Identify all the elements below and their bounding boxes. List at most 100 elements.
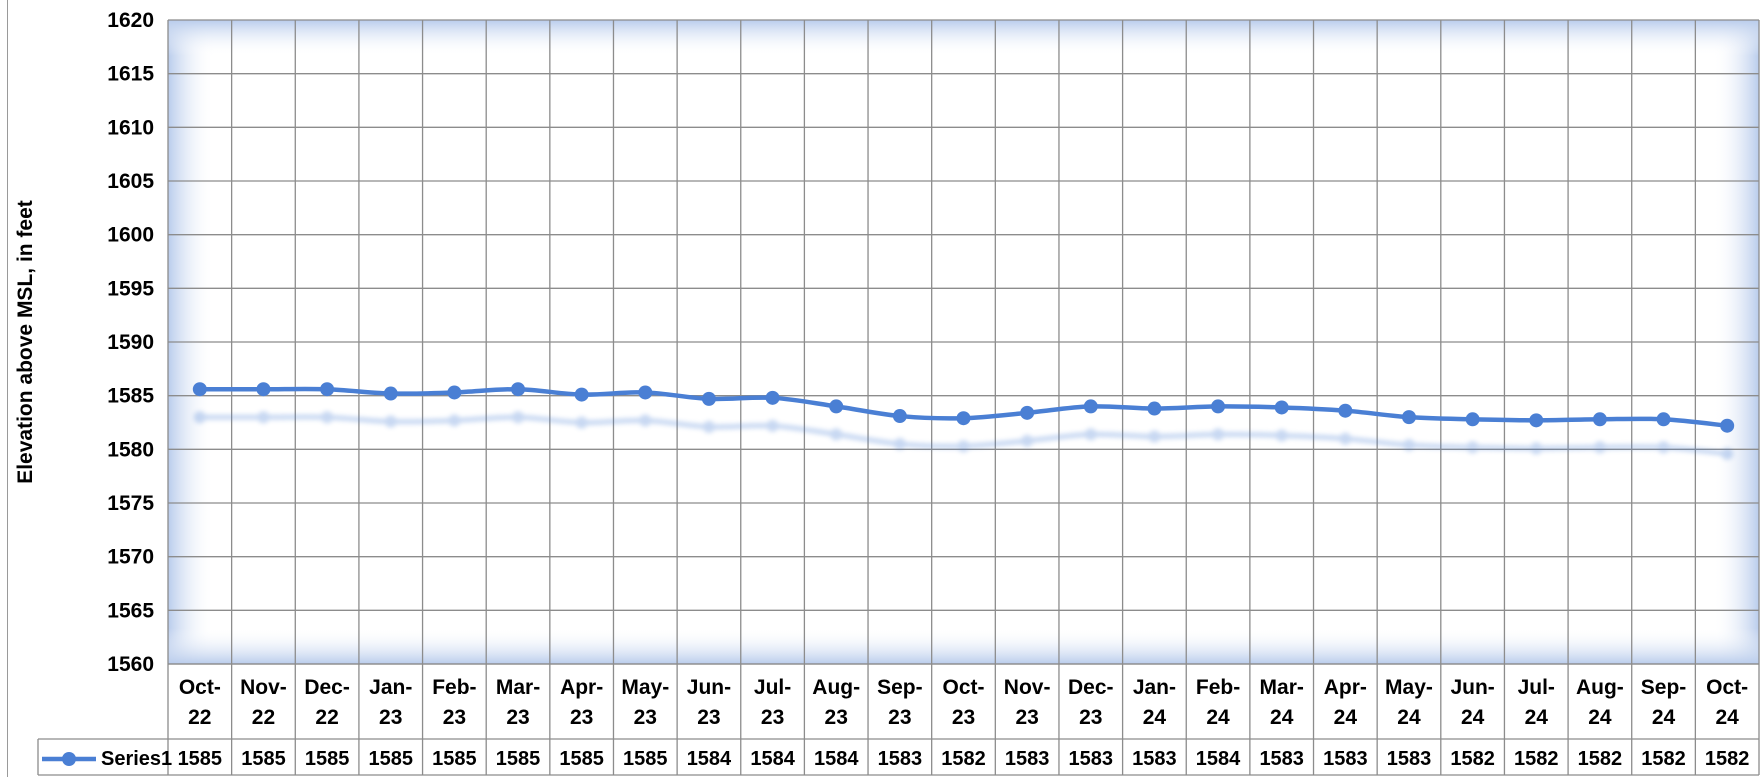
- x-tick-label: 24: [1461, 706, 1485, 729]
- x-tick-label: May-: [621, 676, 669, 699]
- x-tick-label: Aug-: [812, 676, 860, 699]
- y-tick-label: 1610: [107, 116, 154, 139]
- x-tick-label: Oct-: [943, 676, 985, 699]
- x-tick-label: 23: [825, 706, 848, 729]
- series-shadow-point: [448, 414, 461, 427]
- series-shadow-point: [257, 411, 270, 424]
- x-tick-label: 23: [888, 706, 911, 729]
- y-tick-label: 1600: [107, 224, 154, 247]
- x-tick-label: Dec-: [304, 676, 350, 699]
- data-point: [1592, 412, 1607, 427]
- x-tick-label: Mar-: [496, 676, 540, 699]
- series-shadow-point: [1084, 428, 1097, 441]
- data-point: [1529, 413, 1544, 428]
- data-point: [1211, 399, 1226, 414]
- table-value: 1584: [750, 748, 795, 770]
- table-value: 1583: [1323, 748, 1368, 770]
- table-value: 1582: [1578, 748, 1623, 770]
- gridlines: [167, 19, 1760, 775]
- x-tick-label: 23: [634, 706, 657, 729]
- y-tick-label: 1585: [107, 385, 154, 408]
- x-tick-label: 23: [1015, 706, 1038, 729]
- y-axis-title: Elevation above MSL, in feet: [14, 200, 37, 484]
- data-point: [1401, 410, 1416, 425]
- data-point: [1274, 400, 1289, 415]
- series-shadow-point: [384, 415, 397, 428]
- legend-marker: [62, 752, 76, 766]
- y-axis-ticks: 1560 1565 1570 1575 1580 1585 1590 1595 1600 1605…: [107, 9, 154, 676]
- x-tick-label: Dec-: [1068, 676, 1114, 699]
- series-shadow-point: [1593, 441, 1606, 454]
- table-value: 1582: [1641, 748, 1686, 770]
- x-tick-label: Jul-: [1518, 676, 1555, 699]
- x-tick-label: May-: [1385, 676, 1433, 699]
- series-shadow-point: [830, 428, 843, 441]
- table-value: 1585: [559, 748, 604, 770]
- table-value: 1585: [432, 748, 477, 770]
- x-tick-label: 23: [570, 706, 593, 729]
- series-shadow-point: [1021, 434, 1034, 447]
- legend-label: Series1: [101, 748, 172, 770]
- x-tick-label: Feb-: [1196, 676, 1240, 699]
- x-tick-label: 24: [1525, 706, 1549, 729]
- table-value: 1585: [496, 748, 541, 770]
- x-tick-label: Feb-: [432, 676, 476, 699]
- x-tick-label: Jul-: [754, 676, 791, 699]
- table-value: 1582: [1705, 748, 1750, 770]
- x-tick-label: Apr-: [1324, 676, 1367, 699]
- x-tick-label: 22: [252, 706, 275, 729]
- y-tick-label: 1595: [107, 277, 154, 300]
- data-point: [638, 385, 653, 400]
- data-point: [1720, 418, 1735, 433]
- data-point: [256, 382, 271, 397]
- series-layer: [192, 382, 1735, 433]
- x-tick-label: Oct-: [179, 676, 221, 699]
- y-tick-label: 1580: [107, 438, 154, 461]
- x-tick-label: 24: [1143, 706, 1167, 729]
- y-tick-label: 1605: [107, 170, 154, 193]
- data-point: [829, 399, 844, 414]
- series-shadow-point: [193, 411, 206, 424]
- table-value: 1584: [687, 748, 732, 770]
- x-tick-label: 23: [697, 706, 720, 729]
- data-point: [320, 382, 335, 397]
- data-table: Oct- 22 Nov- 22 Dec- 22 Jan- 23 Feb- 23 Mar- 23 Apr-…: [37, 663, 1759, 776]
- x-tick-label: 23: [952, 706, 975, 729]
- series-shadow-point: [639, 414, 652, 427]
- data-point: [1656, 412, 1671, 427]
- x-tick-label: 23: [506, 706, 529, 729]
- table-value: 1583: [1069, 748, 1114, 770]
- table-value: 1584: [1196, 748, 1241, 770]
- data-point: [1338, 403, 1353, 418]
- series-shadow-point: [1148, 430, 1161, 443]
- table-value: 1582: [941, 748, 986, 770]
- y-tick-label: 1615: [107, 63, 154, 86]
- x-tick-label: Aug-: [1576, 676, 1624, 699]
- y-tick-label: 1570: [107, 546, 154, 569]
- data-point: [1147, 401, 1162, 416]
- x-tick-label: Oct-: [1706, 676, 1748, 699]
- data-point: [192, 382, 207, 397]
- x-tick-label: Nov-: [240, 676, 287, 699]
- series-shadow-point: [1339, 432, 1352, 445]
- table-value: 1582: [1450, 748, 1495, 770]
- data-point: [765, 390, 780, 405]
- table-value: 1583: [1259, 748, 1304, 770]
- series-shadow-point: [1530, 442, 1543, 455]
- series-shadow-point: [766, 419, 779, 432]
- series-shadow-point: [1721, 447, 1734, 460]
- data-point: [447, 385, 462, 400]
- x-tick-label: 24: [1716, 706, 1740, 729]
- x-tick-label: Jun-: [1450, 676, 1494, 699]
- series-shadow-point: [512, 411, 525, 424]
- series-shadow-point: [1466, 441, 1479, 454]
- data-point: [892, 409, 907, 424]
- series-shadow-point: [893, 438, 906, 451]
- y-tick-label: 1620: [107, 9, 154, 32]
- x-tick-label: Jan-: [1133, 676, 1176, 699]
- legend: Series1: [42, 748, 172, 770]
- x-tick-label: 24: [1270, 706, 1294, 729]
- x-tick-label: Jan-: [369, 676, 412, 699]
